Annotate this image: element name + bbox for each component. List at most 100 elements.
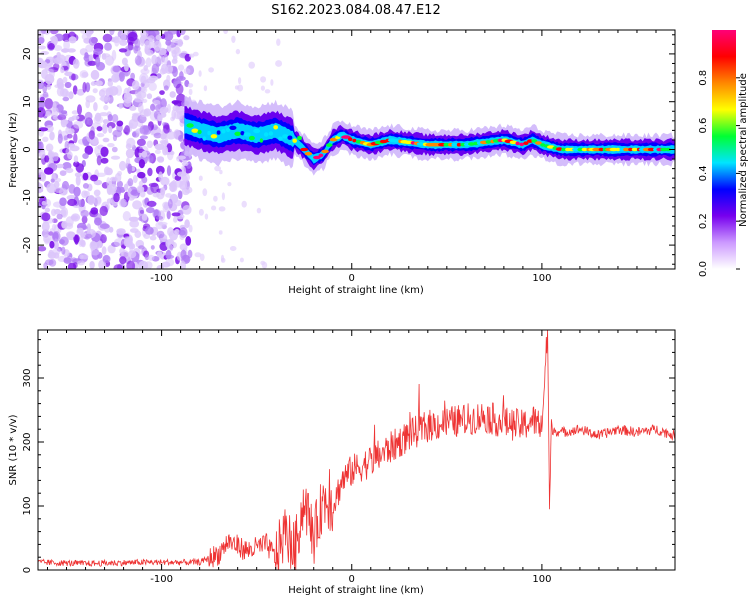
noise-blob	[114, 38, 120, 47]
noise-blob	[178, 64, 185, 71]
noise-blob	[118, 48, 128, 53]
noise-blob	[239, 257, 244, 263]
noise-blob	[221, 192, 225, 201]
noise-blob	[100, 94, 111, 103]
noise-blob	[44, 199, 52, 208]
noise-blob	[151, 54, 158, 65]
colorbar: 0.0 0.2 0.4 0.6 0.8 Normalized spectral ampl…	[698, 30, 749, 277]
snr-x-axis-label: Height of straight line (km)	[288, 585, 424, 596]
noise-blob	[198, 70, 202, 77]
noise-blob	[125, 148, 135, 159]
noise-blob	[154, 143, 165, 150]
noise-blob	[147, 35, 156, 42]
noise-blob	[70, 213, 81, 222]
noise-blob	[46, 83, 52, 90]
noise-blob	[107, 114, 113, 122]
noise-blob	[96, 126, 103, 132]
noise-blob	[160, 187, 166, 196]
noise-blob	[179, 180, 188, 190]
ridge-core	[485, 140, 492, 144]
ridge-core	[321, 149, 329, 154]
noise-blob	[53, 241, 60, 249]
ridge-core	[304, 151, 313, 156]
noise-blob	[60, 66, 65, 74]
colorbar-gradient	[712, 30, 736, 269]
noise-blob	[136, 93, 142, 99]
noise-blob	[182, 205, 192, 215]
noise-blob	[184, 186, 193, 194]
noise-blob	[169, 91, 176, 98]
noise-blob	[187, 249, 193, 259]
noise-blob	[78, 199, 85, 208]
noise-blob	[145, 49, 154, 56]
noise-blob	[51, 208, 57, 217]
ridge-core	[278, 136, 283, 141]
noise-blob	[66, 194, 77, 201]
noise-blob	[153, 132, 163, 139]
noise-blob	[112, 134, 118, 141]
noise-blob	[134, 55, 142, 66]
noise-blob	[145, 30, 154, 35]
noise-blob	[223, 30, 228, 34]
noise-blob	[85, 99, 90, 109]
noise-blob	[84, 52, 89, 59]
noise-blob	[57, 82, 65, 90]
noise-blob	[177, 171, 185, 177]
noise-blob	[81, 32, 90, 41]
noise-blob	[116, 120, 124, 127]
noise-blob	[118, 103, 123, 109]
noise-blob	[133, 45, 139, 54]
noise-blob	[112, 65, 121, 73]
snr-y-axis-label: SNR (10 * v/v)	[8, 414, 19, 485]
noise-blob	[167, 198, 173, 209]
noise-blob	[185, 236, 192, 246]
ridge-core	[243, 132, 251, 137]
noise-blob	[178, 30, 186, 36]
ridge-core	[348, 137, 353, 141]
noise-blob	[68, 36, 77, 44]
noise-blob	[102, 254, 111, 264]
noise-blob	[85, 82, 91, 93]
noise-blob	[189, 53, 195, 58]
noise-blob	[132, 200, 142, 210]
noise-blob	[95, 80, 103, 87]
noise-blob	[175, 83, 184, 95]
ridge-core	[313, 155, 321, 160]
noise-blob	[165, 250, 172, 260]
spectrogram-y-axis-label: Frequency (Hz)	[8, 112, 19, 188]
noise-blob	[122, 211, 131, 222]
noise-blob	[198, 175, 203, 181]
noise-blob	[166, 131, 176, 140]
noise-blob	[109, 184, 117, 193]
noise-blob	[119, 256, 127, 265]
x-tick-label: -100	[150, 273, 173, 284]
noise-blob	[128, 241, 134, 250]
noise-blob	[155, 215, 164, 220]
noise-blob	[118, 71, 125, 82]
noise-blob	[82, 172, 89, 181]
noise-blob	[101, 246, 107, 255]
noise-blob	[179, 243, 188, 251]
noise-blob	[127, 250, 137, 259]
noise-blob	[68, 143, 76, 149]
noise-blob	[90, 249, 100, 256]
noise-blob	[53, 45, 63, 51]
noise-blob	[55, 163, 64, 169]
ridge-core	[207, 130, 211, 136]
ridge-core	[300, 147, 309, 152]
colorbar-ticks: 0.0 0.2 0.4 0.6 0.8	[698, 70, 740, 277]
noise-blob	[145, 226, 154, 235]
noise-blob	[94, 217, 102, 226]
ridge-core	[619, 147, 625, 152]
noise-blob	[150, 103, 156, 111]
y-tick-label: 300	[22, 368, 33, 387]
noise-blob	[128, 216, 139, 222]
noise-blob	[113, 192, 120, 203]
noise-blob	[59, 197, 67, 206]
noise-blob	[118, 198, 127, 208]
ridge-core	[443, 142, 450, 147]
noise-blob	[176, 76, 186, 81]
noise-blob	[171, 58, 178, 64]
